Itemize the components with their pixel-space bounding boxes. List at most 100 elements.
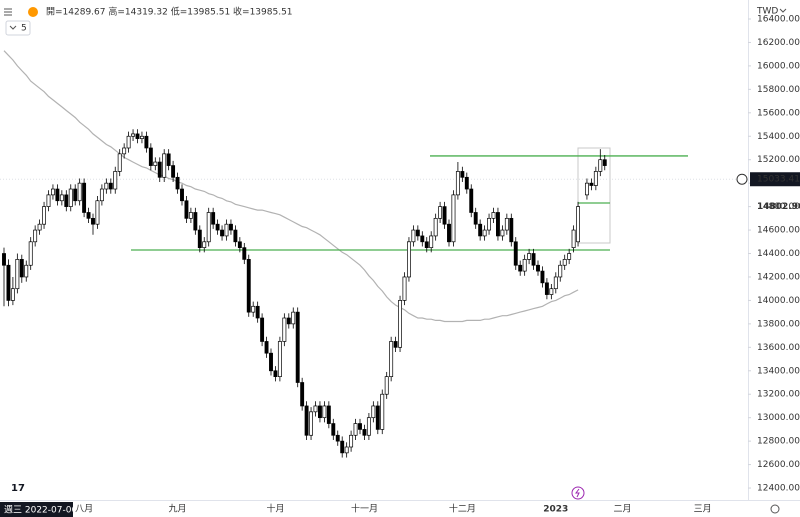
candle-body <box>113 171 118 190</box>
candle-body <box>366 417 371 436</box>
candle-body <box>24 264 29 278</box>
y-tick-label: 15400.00 <box>757 132 800 142</box>
candle-body <box>487 217 492 231</box>
candle-body <box>184 200 189 219</box>
y-tick-label: 13400.00 <box>757 366 800 376</box>
candle-body <box>496 212 500 237</box>
candle-body <box>504 217 509 231</box>
candle-body <box>117 153 122 172</box>
indicator-toggle[interactable] <box>5 20 31 36</box>
currency[interactable]: TWD <box>756 7 778 17</box>
candle-body <box>491 212 496 219</box>
candle-body <box>157 161 162 178</box>
candle-body <box>380 393 385 430</box>
candle-body <box>420 235 425 243</box>
settings-icon[interactable] <box>770 504 780 514</box>
candle-body <box>10 288 15 301</box>
candle-body <box>371 405 376 419</box>
candle-body <box>384 376 389 395</box>
candle-body <box>415 229 420 237</box>
candle-body <box>255 305 260 319</box>
last-price-label: 15033.41 <box>757 175 800 185</box>
candle-body <box>180 188 184 202</box>
candle-body <box>464 176 469 190</box>
candle-body <box>264 341 269 354</box>
candle-body <box>326 405 331 424</box>
candle-body <box>42 206 47 225</box>
candle-body <box>398 300 403 348</box>
candle-body <box>73 188 78 202</box>
x-tick-label: 三月 <box>694 504 712 515</box>
candle-body <box>273 370 278 377</box>
lightning <box>575 488 580 498</box>
candle-body <box>340 440 345 454</box>
candle-body <box>522 259 527 272</box>
y-tick-label: 16000.00 <box>757 61 800 71</box>
symbol-logo <box>28 7 38 17</box>
candle-body <box>277 341 282 377</box>
candle-body <box>549 288 554 295</box>
candle-body <box>469 188 474 213</box>
candle-body <box>122 147 127 155</box>
candle-body <box>224 223 229 237</box>
tv-logo[interactable]: 17 <box>11 483 25 494</box>
y-tick-label: 14400.00 <box>757 249 800 259</box>
chevron <box>9 25 17 30</box>
candle-body <box>562 259 567 266</box>
last-price-box <box>750 172 800 187</box>
candle-body <box>197 229 202 249</box>
candle-body <box>438 206 443 219</box>
candle-body <box>593 171 598 186</box>
candle-body <box>286 317 291 325</box>
candle-body <box>104 182 109 190</box>
candle-body <box>229 223 233 231</box>
candle-body <box>55 188 60 202</box>
drawing-price-label: 14802.96 <box>757 202 800 212</box>
candle-body <box>295 311 300 383</box>
candle-body <box>237 241 242 249</box>
candle-body <box>220 229 224 237</box>
x-tick-label: 十一月 <box>351 503 378 515</box>
candle-body <box>28 241 33 266</box>
candle-body <box>77 182 82 202</box>
ohlc-legend: 開=14289.67 高=14319.32 低=13985.51 收=13985… <box>46 6 293 18</box>
candle-body <box>531 253 536 266</box>
x-tick-label: 十月 <box>266 503 284 515</box>
candle-body <box>33 229 38 243</box>
y-tick-label: 15200.00 <box>757 155 800 165</box>
crosshair-date: 週三 2022-07-06 <box>4 505 77 516</box>
x-tick-label: 十二月 <box>449 503 476 515</box>
candle-body <box>407 241 411 278</box>
candle-body <box>19 259 24 278</box>
candle-body <box>144 135 149 149</box>
candle-body <box>242 247 247 260</box>
y-tick-label: 13600.00 <box>757 343 800 353</box>
y-tick-label: 13200.00 <box>757 390 800 400</box>
candle-body <box>99 188 104 202</box>
candle-body <box>478 223 483 237</box>
lightning-icon[interactable] <box>571 486 585 500</box>
y-tick-label: 16400.00 <box>757 14 800 24</box>
candle-body <box>455 171 460 196</box>
candle-body <box>215 223 220 231</box>
candle-body <box>411 229 416 243</box>
candle-body <box>95 200 100 225</box>
candle-body <box>64 194 69 207</box>
candle-body <box>188 212 193 219</box>
candle-body <box>540 270 545 284</box>
x-tick-label: 九月 <box>169 504 187 515</box>
candle-body <box>91 217 95 225</box>
candle-body <box>353 423 358 436</box>
add-alert-icon[interactable] <box>736 173 748 185</box>
candle-body <box>162 153 167 178</box>
candle-body <box>527 253 532 260</box>
y-tick-label: 12400.00 <box>757 484 800 494</box>
menu-icon[interactable] <box>4 8 12 16</box>
candle-body <box>500 229 505 237</box>
interval: 5 <box>21 24 27 34</box>
candle-body <box>460 171 465 178</box>
candle-body <box>571 229 576 249</box>
candle-body <box>175 176 180 190</box>
